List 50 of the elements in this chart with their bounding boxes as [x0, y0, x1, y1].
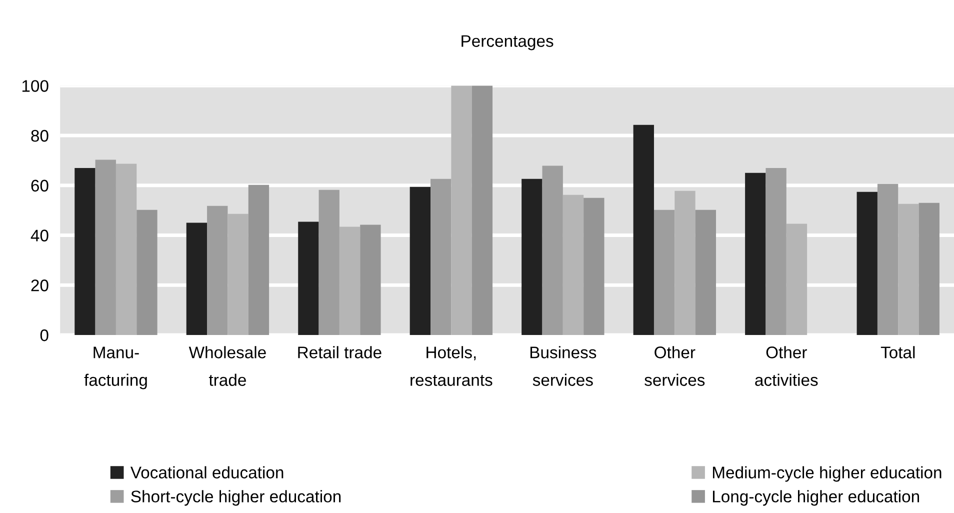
bar	[542, 166, 563, 335]
legend-label: Vocational education	[130, 466, 284, 478]
legend-label: Short-cycle higher education	[131, 490, 341, 506]
bar	[522, 178, 542, 335]
x-tick-label: Other activities	[755, 346, 818, 386]
bar	[318, 190, 340, 335]
y-tick-label: 0	[40, 329, 48, 342]
legend-label: Long-cycle higher education	[712, 490, 920, 506]
bar	[745, 172, 766, 335]
bar	[136, 210, 158, 335]
legend-label: Medium-cycle higher education	[712, 466, 942, 482]
x-tick-label: Hotels, restaurants	[410, 346, 492, 386]
bar	[186, 222, 208, 335]
bar	[898, 204, 919, 335]
bar	[918, 202, 940, 335]
bar	[95, 160, 116, 335]
bar	[360, 224, 381, 335]
y-tick-label: 60	[31, 180, 48, 192]
bar	[786, 224, 808, 335]
bar	[248, 184, 270, 335]
bar	[654, 210, 675, 335]
bar	[74, 168, 96, 335]
bar	[856, 192, 878, 335]
bar	[339, 226, 360, 335]
y-tick-label: 20	[31, 280, 48, 292]
y-tick-label: 80	[31, 130, 48, 142]
bar	[410, 186, 431, 335]
chart-title: Percentages	[462, 35, 554, 50]
bar	[430, 178, 452, 335]
bar	[472, 86, 493, 335]
bar	[228, 214, 248, 335]
bar	[674, 190, 696, 335]
x-tick-label: Other services	[644, 346, 705, 386]
x-tick-label: Wholesale trade	[188, 346, 266, 386]
y-tick-label: 100	[22, 80, 48, 92]
x-tick-label: Business services	[530, 346, 596, 386]
bar	[584, 198, 604, 335]
bar	[298, 222, 319, 335]
bar	[451, 86, 472, 335]
bar	[562, 194, 584, 335]
bar	[116, 164, 137, 335]
bar	[207, 206, 228, 335]
x-tick-label: Manu- facturing	[84, 346, 147, 390]
bar	[766, 168, 786, 335]
x-tick-label: Retail trade	[298, 346, 382, 358]
bar	[633, 124, 654, 335]
x-tick-label: Total	[880, 346, 915, 358]
bar	[695, 210, 716, 335]
y-tick-label: 40	[30, 230, 48, 242]
bar	[877, 184, 898, 335]
